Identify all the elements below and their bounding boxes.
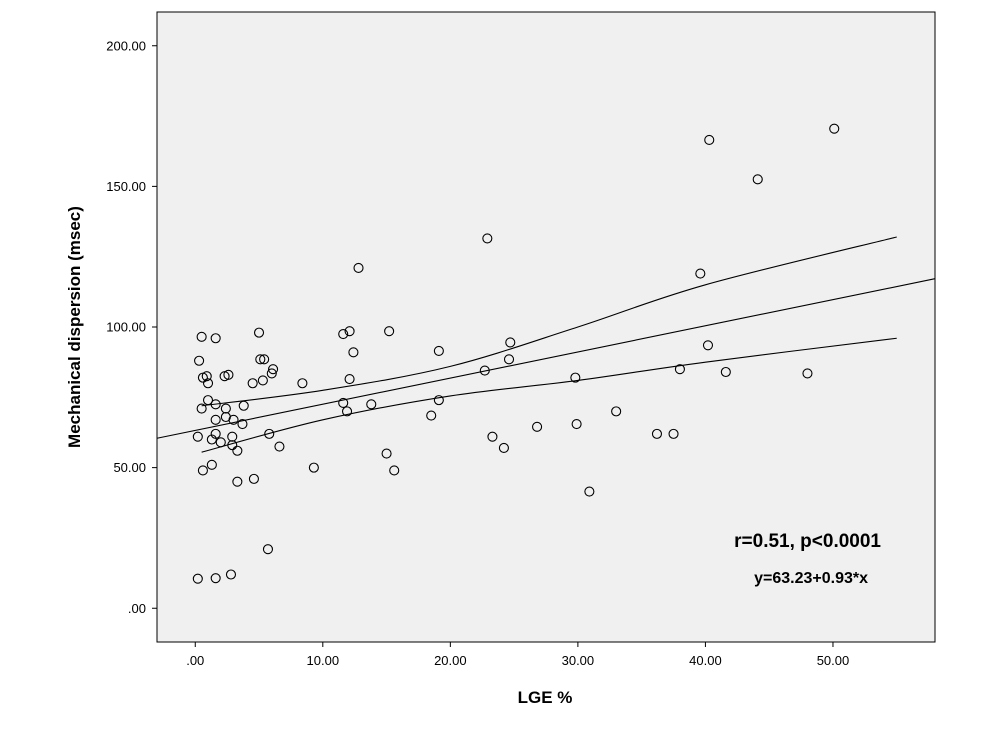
data-point: [829, 123, 840, 134]
x-tick-label: 10.00: [307, 653, 340, 668]
data-point: [202, 378, 214, 389]
y-tick-label: .00: [128, 601, 146, 616]
data-point: [192, 573, 203, 584]
data-point: [227, 431, 238, 442]
x-axis-title: LGE %: [518, 688, 573, 707]
data-point: [210, 414, 221, 425]
data-point: [237, 418, 248, 430]
data-point: [498, 442, 509, 453]
data-point: [348, 347, 359, 358]
data-point: [381, 448, 392, 459]
data-point: [802, 368, 813, 379]
regression-line: [156, 278, 936, 439]
data-point: [503, 354, 515, 365]
data-point: [611, 406, 622, 417]
data-point: [262, 544, 274, 555]
correlation-annotation: r=0.51, p<0.0001: [734, 531, 881, 552]
data-point: [720, 366, 731, 378]
data-point: [433, 345, 444, 356]
data-point: [196, 331, 207, 342]
data-point: [192, 431, 203, 442]
data-point: [308, 462, 319, 473]
confidence-band-upper: [201, 236, 897, 407]
data-point: [201, 371, 212, 382]
data-point: [341, 406, 353, 417]
data-point: [426, 410, 437, 421]
data-point: [505, 337, 516, 348]
equation-annotation: y=63.23+0.93*x: [754, 570, 868, 587]
data-point: [668, 428, 679, 439]
data-point: [259, 354, 270, 365]
data-point: [584, 486, 595, 497]
data-point: [479, 365, 490, 376]
x-tick-label: 40.00: [689, 653, 722, 668]
data-point: [571, 418, 582, 430]
y-tick-label: 150.00: [106, 179, 146, 194]
x-tick-label: 50.00: [817, 653, 850, 668]
data-point: [227, 440, 238, 451]
x-tick-label: .00: [186, 653, 204, 668]
data-point: [752, 174, 763, 185]
confidence-bands: [201, 236, 897, 453]
data-point: [210, 399, 221, 410]
data-point: [702, 340, 714, 351]
data-point: [297, 378, 308, 389]
data-point: [197, 465, 208, 476]
data-point: [223, 369, 234, 380]
y-tick-label: 100.00: [106, 320, 146, 335]
data-point: [210, 573, 221, 584]
data-points: [192, 123, 840, 584]
data-point: [338, 328, 349, 340]
data-point: [353, 262, 364, 273]
data-point: [220, 403, 231, 414]
data-point: [487, 431, 498, 442]
data-point: [215, 437, 226, 448]
data-point: [532, 421, 543, 432]
confidence-band-lower: [201, 337, 897, 453]
data-point: [570, 372, 581, 383]
y-tick-label: 200.00: [106, 38, 146, 53]
y-axis: .00 50.00 100.00 150.00 200.00: [106, 38, 157, 616]
data-point: [344, 373, 355, 385]
data-point: [220, 411, 231, 423]
x-axis: .00 10.00 20.00 30.00 40.00 50.00: [186, 642, 849, 668]
data-point: [206, 459, 217, 470]
data-point: [248, 473, 259, 484]
plot-background: [156, 11, 936, 643]
data-point: [253, 327, 265, 338]
data-point: [238, 400, 249, 411]
data-point: [257, 375, 268, 386]
x-tick-label: 20.00: [434, 653, 467, 668]
data-point: [366, 399, 377, 410]
data-point: [232, 445, 243, 456]
data-point: [674, 364, 685, 375]
data-point: [210, 333, 221, 344]
data-point: [695, 268, 706, 279]
data-point: [384, 326, 395, 337]
data-point: [651, 428, 663, 439]
data-point: [338, 397, 349, 408]
data-point: [344, 326, 355, 337]
data-point: [247, 378, 258, 389]
data-point: [232, 476, 243, 487]
data-point: [274, 441, 285, 452]
data-point: [268, 364, 279, 375]
data-point: [264, 428, 275, 439]
data-point: [202, 395, 214, 406]
data-point: [194, 355, 205, 366]
data-point: [704, 134, 715, 146]
y-axis-title: Mechanical dispersion (msec): [65, 206, 84, 448]
data-point: [210, 428, 221, 439]
data-point: [225, 569, 237, 580]
data-point: [433, 395, 444, 406]
data-point: [206, 434, 217, 445]
data-point: [255, 354, 266, 365]
data-point: [266, 368, 277, 379]
x-tick-label: 30.00: [562, 653, 595, 668]
y-tick-label: 50.00: [113, 460, 146, 475]
data-point: [482, 233, 493, 244]
data-point: [196, 403, 207, 414]
data-point: [389, 465, 400, 476]
